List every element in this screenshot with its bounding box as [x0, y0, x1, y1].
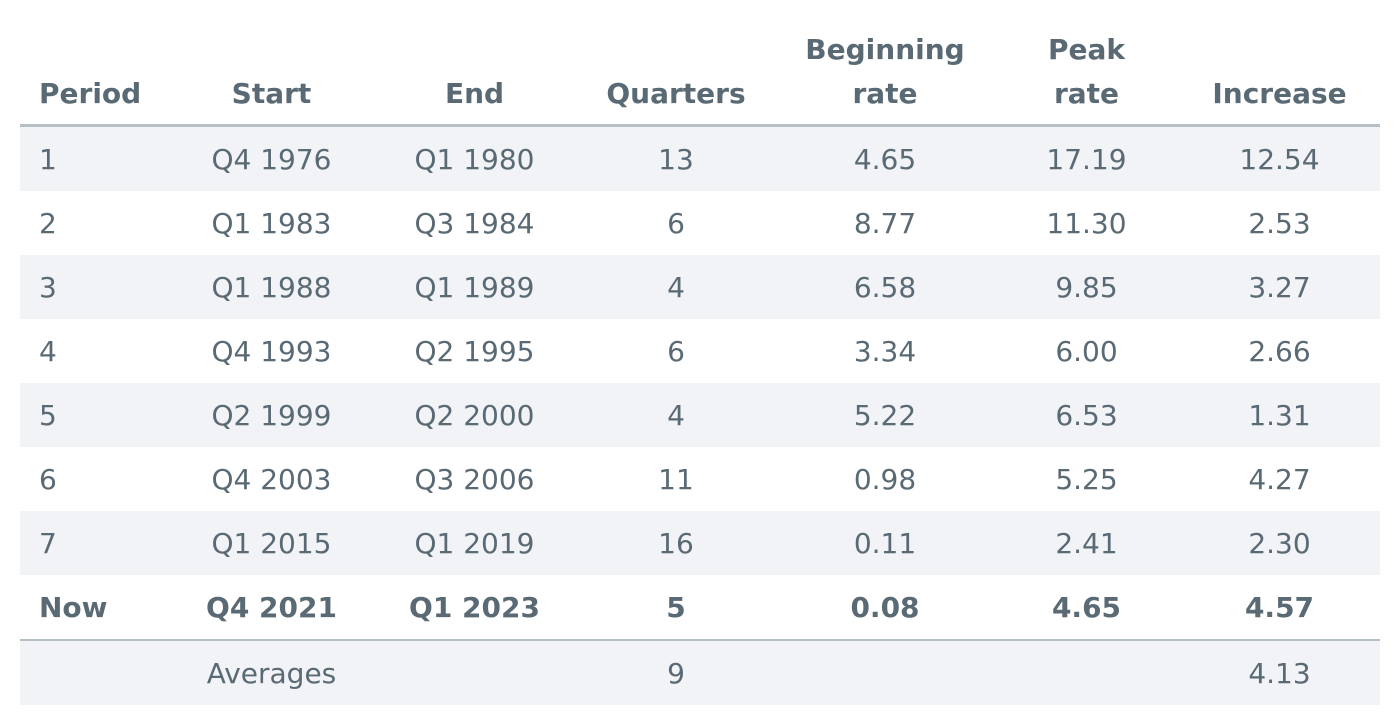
header-increase: Increase: [1179, 28, 1380, 127]
table-row-averages: Averages 9 4.13: [20, 639, 1380, 705]
cell-beginning-rate: 0.98: [853, 462, 917, 496]
header-quarters: Quarters: [576, 28, 776, 127]
cell-beginning-rate: 0.11: [776, 511, 994, 575]
cell-increase: 2.30: [1179, 511, 1380, 575]
cell-end: Q2 1995: [414, 334, 535, 368]
header-beginning-rate-line2: rate: [852, 77, 918, 110]
cell-peak-rate: 6.53: [994, 383, 1179, 447]
cell-quarters: 16: [576, 511, 776, 575]
table-row-current: Now Q4 2021 Q1 2023 5 0.08 4.65 4.57: [20, 575, 1380, 640]
cell-end-empty: [373, 639, 576, 705]
cell-averages-quarters: 9: [576, 639, 776, 705]
table-row: 2 Q1 1983 Q3 1984 6 8.77 11.30 2.53: [20, 191, 1380, 255]
cell-peak-rate: 11.30: [1046, 206, 1127, 240]
table-header: Period Start End Quarters Beginning rate…: [20, 28, 1380, 127]
cell-increase: 12.54: [1179, 125, 1380, 191]
table-row: 3 Q1 1988 Q1 1989 4 6.58 9.85 3.27: [20, 255, 1380, 319]
cell-start: Q4 2003: [211, 462, 332, 496]
cell-peak-rate: 6.00: [1055, 334, 1118, 368]
cell-period: 7: [20, 511, 170, 575]
table-body: 1 Q4 1976 Q1 1980 13 4.65 17.19 12.54 2 …: [20, 125, 1380, 705]
cell-increase: 2.53: [1248, 206, 1311, 240]
header-end: End: [373, 28, 576, 127]
cell-period: 5: [20, 383, 170, 447]
cell-start: Q4 1993: [211, 334, 332, 368]
cell-period: 3: [20, 255, 170, 319]
cell-start: Q2 1999: [170, 383, 373, 447]
cell-end: Q1 2023: [409, 590, 540, 624]
rate-hike-periods-table: Period Start End Quarters Beginning rate…: [20, 28, 1380, 705]
cell-quarters: 4: [576, 383, 776, 447]
table-row: 6 Q4 2003 Q3 2006 11 0.98 5.25 4.27: [20, 447, 1380, 511]
header-period: Period: [20, 28, 170, 127]
cell-beginning-rate: 8.77: [853, 206, 917, 240]
header-row: Period Start End Quarters Beginning rate…: [20, 28, 1380, 127]
cell-peak-rate: 9.85: [994, 255, 1179, 319]
cell-averages-increase: 4.13: [1179, 639, 1380, 705]
table-row: 5 Q2 1999 Q2 2000 4 5.22 6.53 1.31: [20, 383, 1380, 447]
cell-end: Q1 2019: [373, 511, 576, 575]
cell-increase: 2.66: [1248, 334, 1311, 368]
cell-increase: 1.31: [1179, 383, 1380, 447]
table-row: 7 Q1 2015 Q1 2019 16 0.11 2.41 2.30: [20, 511, 1380, 575]
cell-period: 4: [39, 334, 57, 368]
cell-increase: 4.57: [1244, 590, 1315, 624]
cell-quarters: 5: [666, 590, 686, 624]
cell-end: Q3 2006: [414, 462, 535, 496]
cell-beginning-rate: 5.22: [776, 383, 994, 447]
cell-start: Q4 1976: [170, 125, 373, 191]
cell-end: Q3 1984: [414, 206, 535, 240]
rate-hike-periods-table-container: Period Start End Quarters Beginning rate…: [20, 28, 1380, 705]
cell-end: Q1 1989: [373, 255, 576, 319]
cell-quarters: 6: [667, 334, 685, 368]
cell-peak-rate: 17.19: [994, 125, 1179, 191]
cell-quarters: 13: [576, 125, 776, 191]
cell-start: Q1 1988: [170, 255, 373, 319]
cell-averages-label: Averages: [170, 639, 373, 705]
cell-quarters: 4: [576, 255, 776, 319]
cell-increase: 4.27: [1248, 462, 1311, 496]
cell-peak-rate-empty: [994, 639, 1179, 705]
cell-end: Q2 2000: [373, 383, 576, 447]
cell-quarters: 6: [667, 206, 685, 240]
cell-beginning-rate: 4.65: [776, 125, 994, 191]
cell-start: Q1 2015: [170, 511, 373, 575]
cell-period: 2: [39, 206, 57, 240]
cell-quarters: 11: [658, 462, 694, 496]
header-peak-rate-line1: Peak: [1047, 33, 1126, 66]
cell-period: 1: [20, 125, 170, 191]
cell-start: Q1 1983: [211, 206, 332, 240]
cell-period: Now: [39, 590, 108, 624]
cell-beginning-rate: 0.08: [850, 590, 920, 624]
cell-beginning-rate-empty: [776, 639, 994, 705]
cell-period-empty: [20, 639, 170, 705]
header-beginning-rate-line1: Beginning: [805, 33, 965, 66]
header-peak-rate: Peak rate: [994, 28, 1179, 127]
cell-peak-rate: 4.65: [1051, 590, 1122, 624]
header-peak-rate-line2: rate: [1053, 77, 1120, 110]
cell-start: Q4 2021: [206, 590, 337, 624]
table-row: 1 Q4 1976 Q1 1980 13 4.65 17.19 12.54: [20, 125, 1380, 191]
cell-peak-rate: 2.41: [994, 511, 1179, 575]
cell-beginning-rate: 3.34: [853, 334, 917, 368]
cell-period: 6: [39, 462, 57, 496]
header-start: Start: [170, 28, 373, 127]
cell-peak-rate: 5.25: [1055, 462, 1118, 496]
table-row: 4 Q4 1993 Q2 1995 6 3.34 6.00 2.66: [20, 319, 1380, 383]
cell-end: Q1 1980: [373, 125, 576, 191]
cell-increase: 3.27: [1179, 255, 1380, 319]
cell-beginning-rate: 6.58: [776, 255, 994, 319]
header-beginning-rate: Beginning rate: [776, 28, 994, 127]
